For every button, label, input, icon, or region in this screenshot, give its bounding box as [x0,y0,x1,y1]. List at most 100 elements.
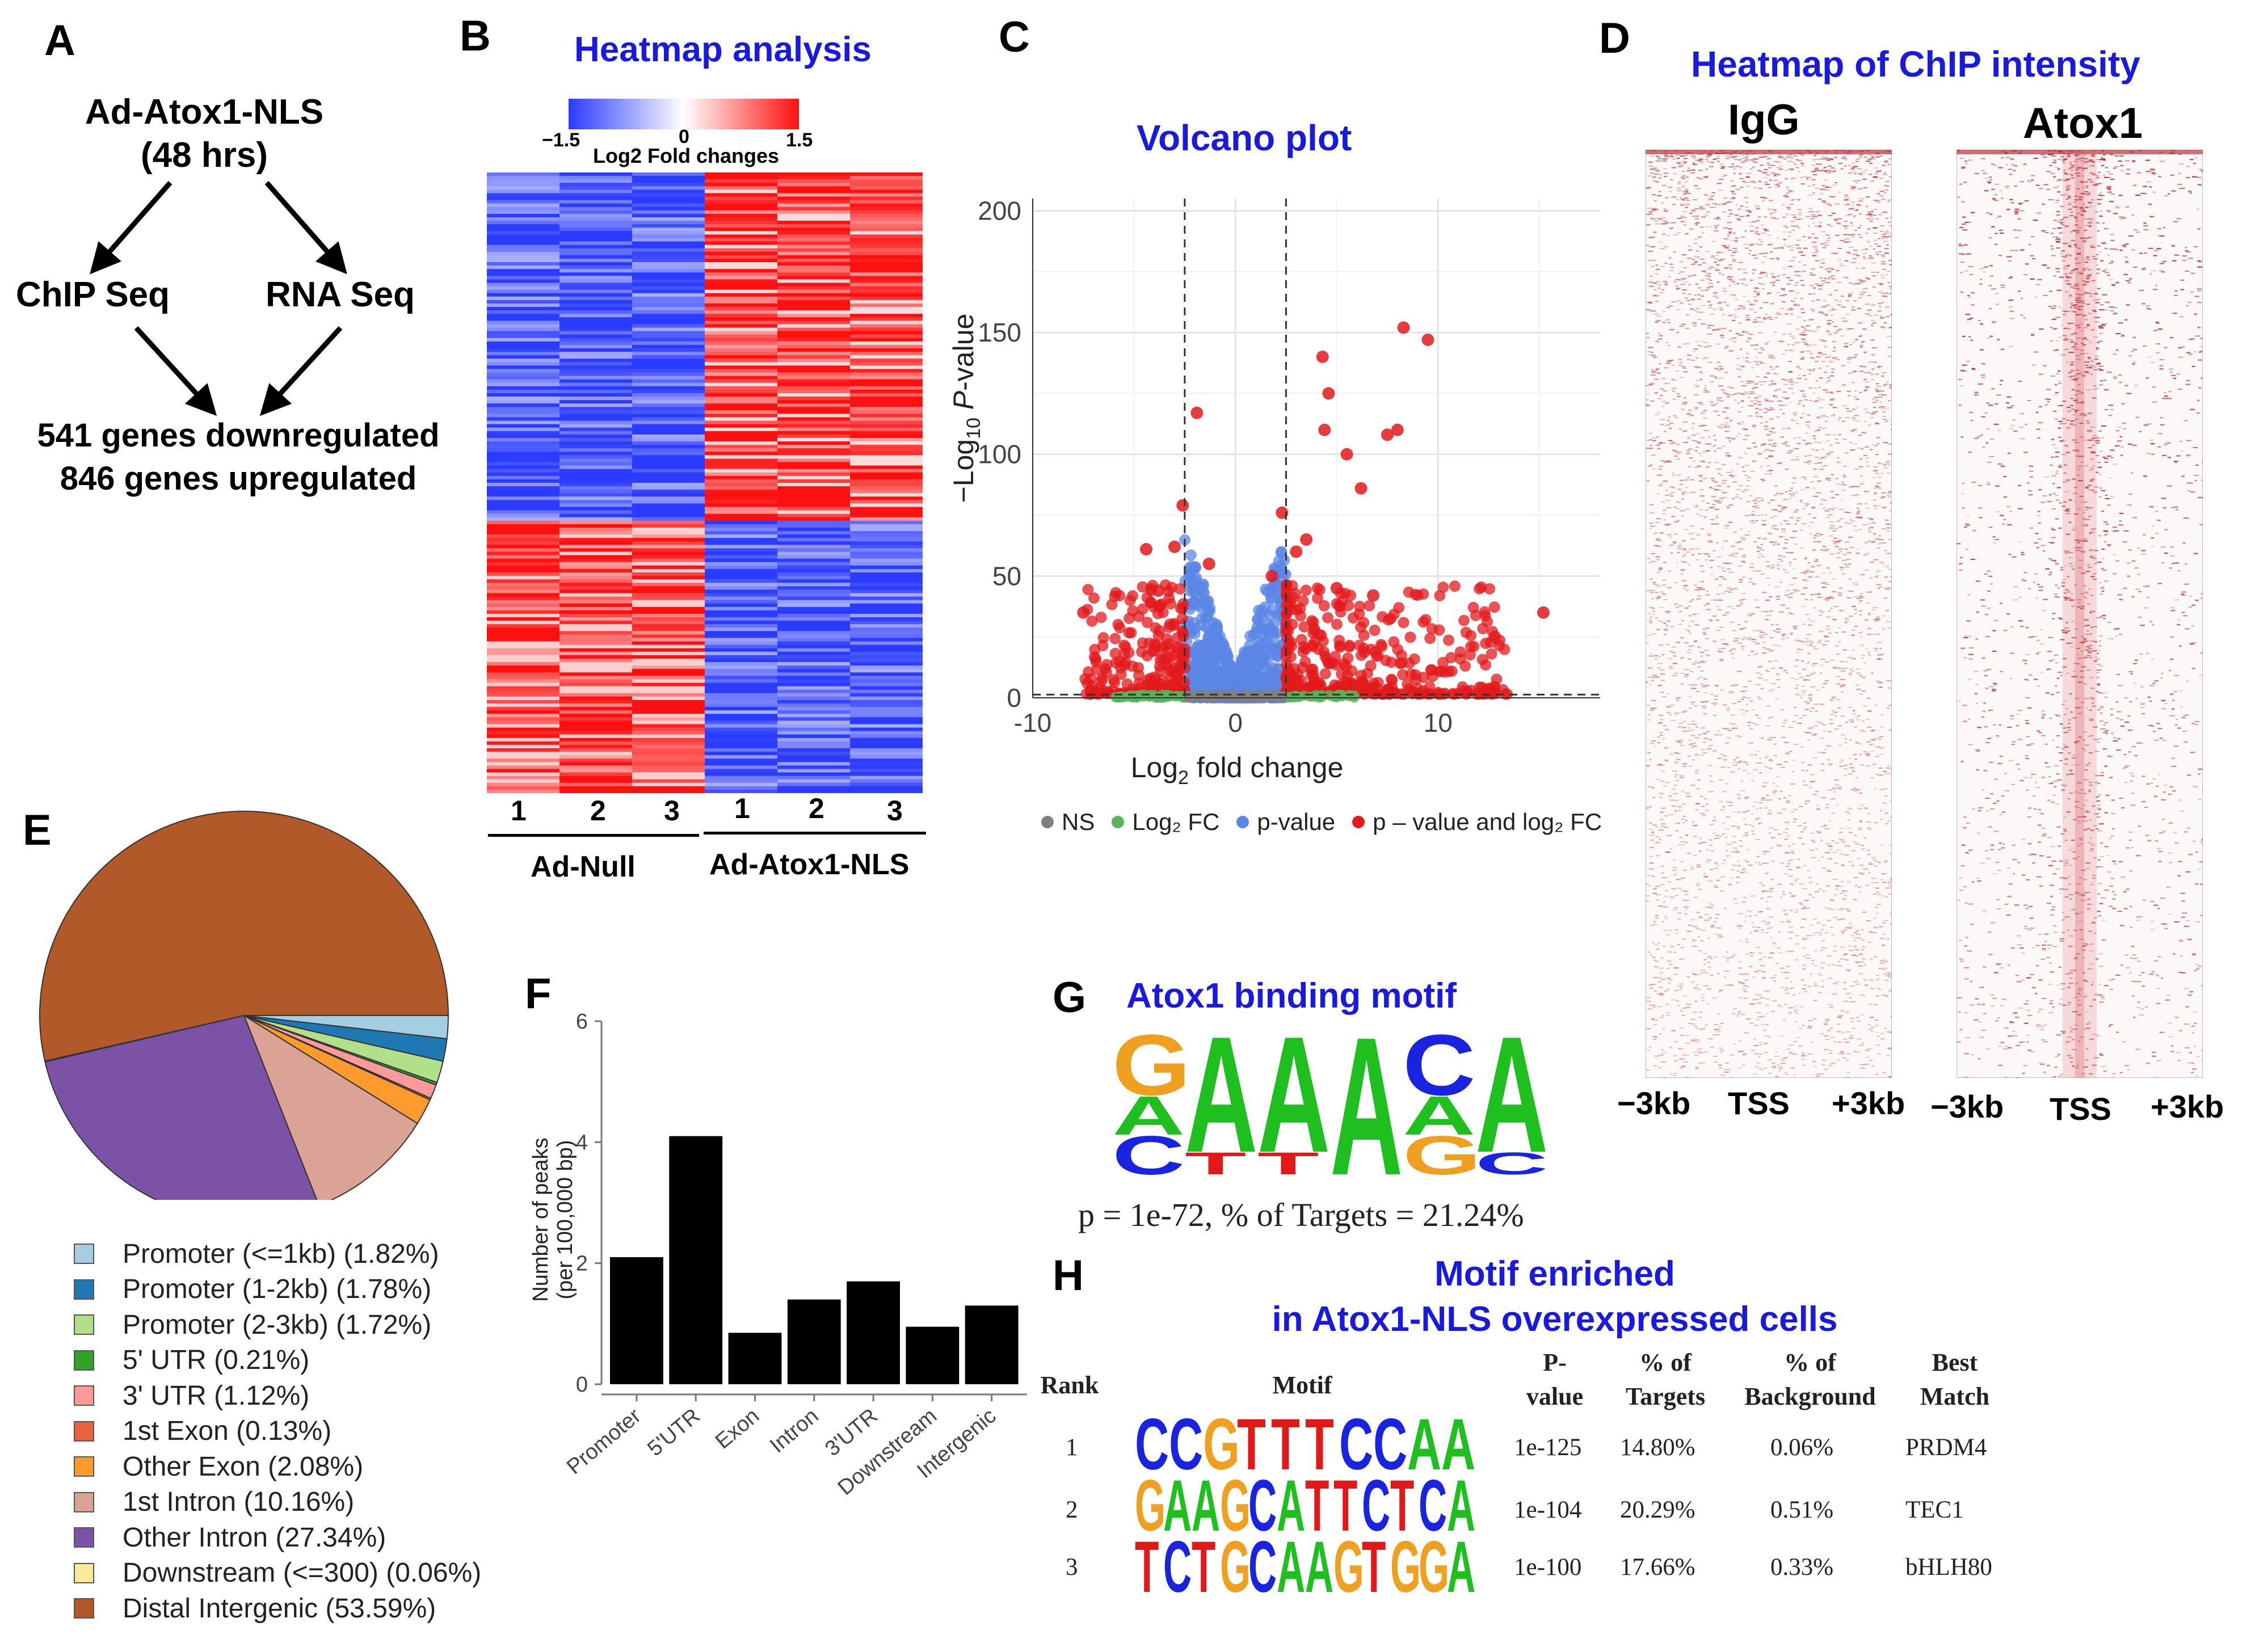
chip-signal [1698,553,1702,555]
chip-signal [1891,394,1892,395]
chip-signal [1648,885,1652,887]
chip-signal [1848,293,1852,295]
chip-signal [1665,782,1669,783]
heatmap-cell [559,448,633,452]
chip-signal [1675,895,1678,896]
chip-heatmap-title: Heatmap of ChIP intensity [1691,44,2140,85]
chip-signal [1767,896,1773,897]
chip-signal [1796,366,1800,368]
chip-signal [1840,892,1844,894]
chip-signal [1837,707,1841,709]
volcano-point-both [1476,654,1488,665]
chip-signal [1657,332,1661,334]
chip-signal [1652,875,1655,877]
chip-signal [1793,150,1797,151]
chip-signal [1827,977,1833,979]
heatmap-cell [705,196,778,201]
heatmap-cell [850,193,923,197]
legend-dot-both [1352,816,1365,828]
chip-signal [1730,157,1736,158]
heatmap-cell [632,545,705,549]
heatmap-cell [705,183,778,187]
chip-signal [1681,323,1686,325]
heatmap-cell [850,631,923,635]
heatmap-cell [777,272,851,276]
chip-signal [1766,998,1770,1000]
heatmap-cell [487,227,560,231]
heatmap-cell [487,648,560,652]
chip-signal [1776,596,1781,597]
heatmap-cell [632,321,705,324]
volcano-point-both [1417,616,1429,628]
chip-signal [1858,872,1863,874]
chip-signal [1853,428,1857,430]
chip-signal [1874,956,1877,958]
heatmap-cell [632,472,705,477]
chip-signal [1745,357,1748,359]
heatmap-cell [632,693,705,697]
chip-signal [1702,358,1705,360]
chip-signal [1768,167,1772,168]
heatmap-cell [705,720,778,724]
heatmap-cell [632,755,705,759]
heatmap-cell [777,600,851,604]
heatmap-cell [559,524,633,528]
chip-signal [1668,979,1673,980]
heatmap-cell [850,513,923,518]
chip-signal [1738,961,1742,963]
chip-signal [1693,836,1698,837]
heatmap-cell [705,662,778,666]
chip-signal [1860,1014,1864,1015]
chip-signal [1886,245,1889,246]
chip-signal [1751,153,1754,155]
heatmap-cell [559,520,633,525]
volcano-point-highlight [1318,423,1331,436]
chip-signal [1678,610,1682,612]
chip-signal [1777,400,1782,402]
chip-signal [1844,667,1848,669]
heatmap-cell [487,359,560,363]
chip-signal [1723,540,1728,542]
chip-signal [1748,655,1751,656]
chip-signal [1718,302,1722,304]
heatmap-cell [705,213,778,218]
chip-signal [1863,390,1867,391]
chip-signal [1749,1022,1753,1024]
heatmap-cell [487,541,560,545]
chip-signal [1806,345,1810,347]
heatmap-cell [632,758,705,762]
volcano-point-both [1394,658,1406,669]
heatmap-cell [777,420,851,425]
chip-signal [1694,661,1697,663]
heatmap-cell [559,517,633,521]
volcano-point-both [1385,656,1397,668]
chip-signal [1829,597,1835,599]
heatmap-cell [559,769,633,773]
heatmap-cell [632,752,705,756]
chip-signal [1775,963,1779,964]
heatmap-cell [632,224,705,228]
chip-signal [1833,950,1836,952]
heatmap-cell [559,462,633,466]
chip-signal [1716,927,1722,929]
chip-signal [1675,752,1679,754]
chip-signal [1875,861,1880,863]
chip-signal [1859,458,1863,460]
chip-signal [1800,547,1804,549]
chip-signal [1669,423,1673,424]
heatmap-cell [559,283,633,287]
heatmap-cell [559,507,633,511]
heatmap-cell [632,469,705,473]
heatmap-cell [850,621,923,625]
chip-signal [1661,765,1664,766]
chip-signal [1709,283,1714,284]
heatmap-cell [705,251,778,256]
chip-signal [1655,264,1658,266]
chip-signal [1835,182,1838,184]
heatmap-cell [559,758,633,762]
chip-signal [1831,798,1836,800]
heatmap-cell [777,255,851,259]
chip-signal [1866,634,1870,635]
chip-signal [1709,791,1714,793]
chip-signal [1858,675,1862,677]
